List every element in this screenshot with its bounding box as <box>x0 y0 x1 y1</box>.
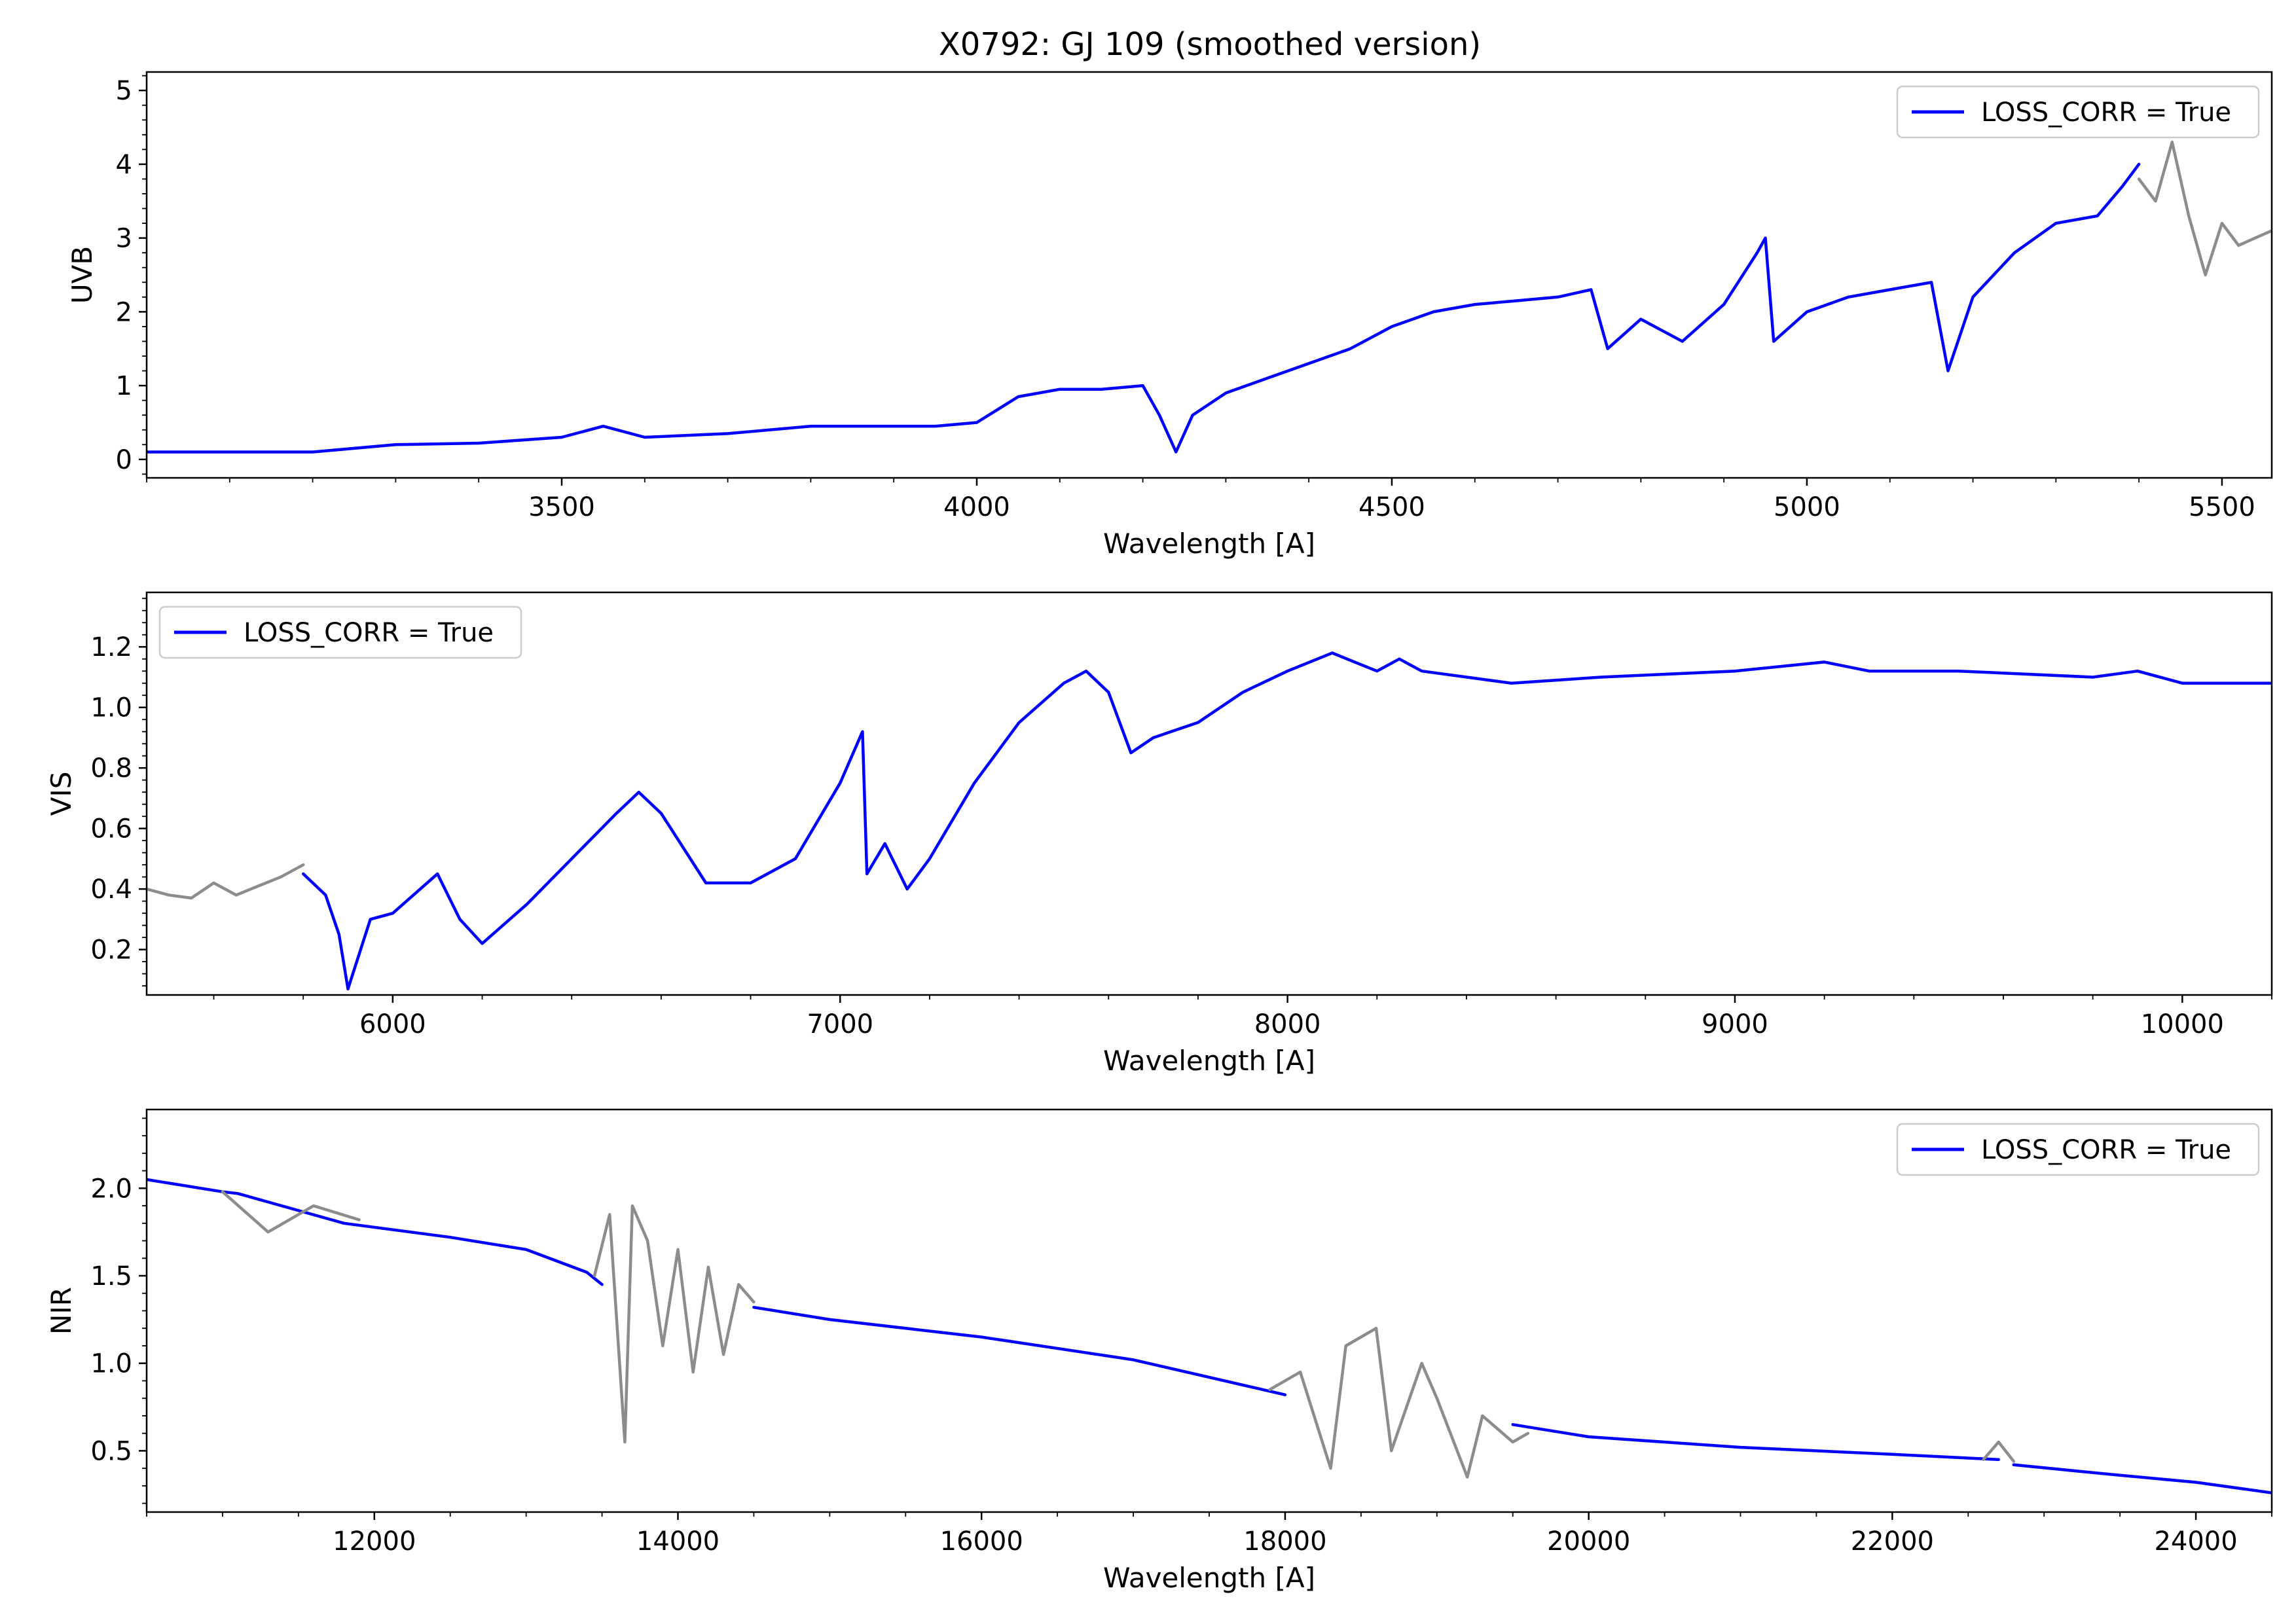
legend: LOSS_CORR = True <box>1896 1123 2260 1176</box>
series-group <box>147 1178 2272 1494</box>
x-tick-label: 14000 <box>636 1526 720 1557</box>
y-axis-label: VIS <box>45 772 77 816</box>
x-tick-label: 7000 <box>807 1009 873 1039</box>
y-tick-label: 0.8 <box>90 753 132 784</box>
y-tick-label: 0.5 <box>90 1436 132 1466</box>
panel-vis: 6000 7000 8000 9000 10000 0.2 0.4 0.6 0.8 1.0 1.2 W… <box>45 591 2273 1077</box>
x-tick-label: 3500 <box>528 492 595 522</box>
series-group <box>147 140 2272 454</box>
y-tick-label: 4 <box>116 150 132 180</box>
masked-series-line <box>1268 1326 1530 1479</box>
x-tick-label: 16000 <box>940 1526 1023 1557</box>
legend-label: LOSS_CORR = True <box>244 618 494 648</box>
series-group <box>147 651 2272 991</box>
figure-title: X0792: GJ 109 (smoothed version) <box>939 26 1481 63</box>
loss-corr-series-line <box>301 651 2272 991</box>
masked-series-line <box>1982 1440 2016 1463</box>
y-tick-label: 1.5 <box>90 1261 132 1291</box>
x-tick-label: 20000 <box>1547 1526 1630 1557</box>
masked-series-line <box>147 863 305 900</box>
y-tick-label: 1 <box>116 371 132 401</box>
x-axis-label: Wavelength [A] <box>1103 1045 1315 1077</box>
x-tick-label: 5000 <box>1774 492 1840 522</box>
x-tick-label: 5500 <box>2189 492 2255 522</box>
masked-series-line <box>221 1190 361 1234</box>
x-tick-label: 22000 <box>1851 1526 1934 1557</box>
x-tick-label: 24000 <box>2154 1526 2237 1557</box>
y-tick-label: 3 <box>116 224 132 254</box>
x-tick-label: 4000 <box>943 492 1010 522</box>
panels: 3500 4000 4500 5000 5500 0 1 2 3 4 5 Wavelength [A]… <box>45 71 2273 1594</box>
y-tick-label: 0.4 <box>90 875 132 905</box>
x-tick-label: 6000 <box>359 1009 426 1039</box>
masked-series-line <box>592 1204 756 1444</box>
x-tick-label: 12000 <box>333 1526 416 1557</box>
panel-uvb: 3500 4000 4500 5000 5500 0 1 2 3 4 5 Wavelength [A]… <box>66 71 2273 560</box>
y-axis-label: UVB <box>66 246 98 304</box>
y-tick-label: 1.0 <box>90 693 132 723</box>
legend-box <box>1896 1123 2260 1176</box>
x-tick-label: 8000 <box>1254 1009 1321 1039</box>
axes-frame <box>145 591 2273 996</box>
y-tick-label: 1.0 <box>90 1349 132 1379</box>
loss-corr-series-line <box>2012 1463 2272 1494</box>
y-axis-label: NIR <box>45 1287 77 1335</box>
x-tick-label: 10000 <box>2141 1009 2224 1039</box>
y-tick-label: 0.2 <box>90 935 132 965</box>
x-axis-label: Wavelength [A] <box>1103 1562 1315 1594</box>
y-tick-label: 5 <box>116 76 132 106</box>
y-tick-label: 2.0 <box>90 1174 132 1204</box>
legend-label: LOSS_CORR = True <box>1981 98 2231 128</box>
loss-corr-series-line <box>147 162 2141 454</box>
axes-frame <box>145 71 2273 479</box>
y-tick-label: 0.6 <box>90 814 132 844</box>
legend-label: LOSS_CORR = True <box>1981 1135 2231 1165</box>
x-tick-label: 18000 <box>1243 1526 1326 1557</box>
loss-corr-series-line <box>752 1305 1287 1397</box>
x-axis-label: Wavelength [A] <box>1103 528 1315 560</box>
loss-corr-series-line <box>1511 1423 2000 1462</box>
masked-series-line <box>2137 140 2272 277</box>
y-tick-label: 2 <box>116 297 132 327</box>
legend-box <box>1896 85 2260 139</box>
y-tick-label: 1.2 <box>90 632 132 662</box>
x-tick-label: 4500 <box>1358 492 1425 522</box>
legend: LOSS_CORR = True <box>158 605 522 659</box>
panel-nir: 12000 14000 16000 18000 20000 22000 24000 0.5 1.… <box>45 1108 2273 1594</box>
legend-box <box>158 605 522 659</box>
y-tick-label: 0 <box>116 445 132 475</box>
legend: LOSS_CORR = True <box>1896 85 2260 139</box>
x-tick-label: 9000 <box>1702 1009 1768 1039</box>
